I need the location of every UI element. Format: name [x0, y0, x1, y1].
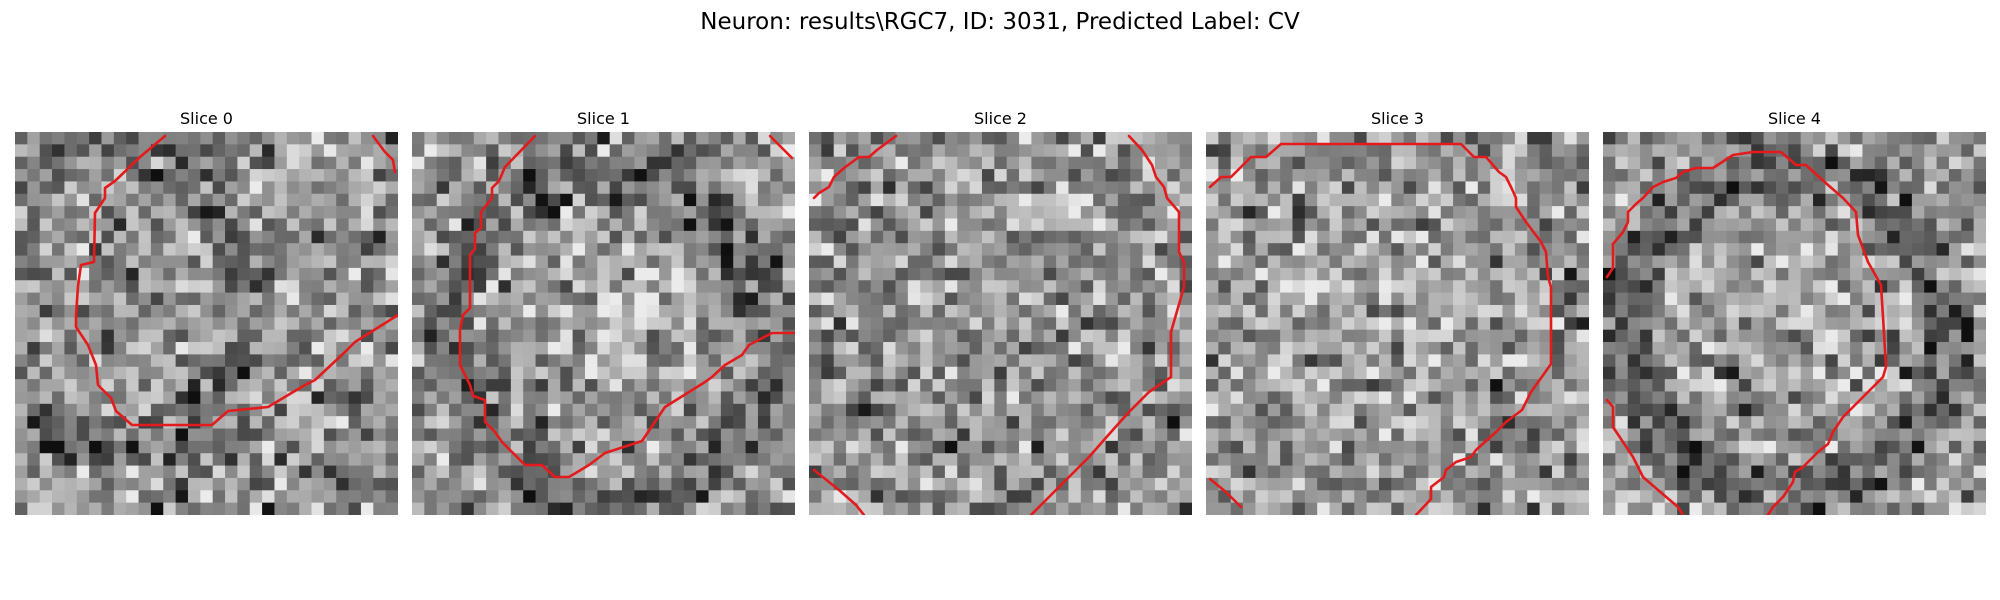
slice-title-1: Slice 1	[577, 109, 630, 128]
contour-line	[1605, 150, 1888, 515]
contour-line	[812, 468, 866, 515]
figure-title: Neuron: results\RGC7, ID: 3031, Predicte…	[700, 9, 1300, 35]
contour-line	[1208, 477, 1243, 509]
contour-line	[1605, 398, 1685, 515]
slice-image-3	[1206, 132, 1589, 515]
slice-panel-4: Slice 4	[1603, 106, 1986, 515]
slice-image-2	[809, 132, 1192, 515]
slice-title-4: Slice 4	[1768, 109, 1821, 128]
contour-line	[371, 134, 397, 174]
contour-line	[812, 134, 898, 200]
slice-panel-3: Slice 3	[1206, 106, 1589, 515]
contour-line	[1029, 134, 1186, 515]
contour-line	[768, 134, 794, 160]
slice-panel-1: Slice 1	[412, 106, 795, 515]
contour-line	[458, 134, 795, 479]
contour-line	[74, 134, 398, 427]
slice-image-4	[1603, 132, 1986, 515]
slice-image-0	[15, 132, 398, 515]
slice-image-1	[412, 132, 795, 515]
slice-panel-0: Slice 0	[15, 106, 398, 515]
slice-panel-2: Slice 2	[809, 106, 1192, 515]
slice-title-0: Slice 0	[180, 109, 233, 128]
contour-line	[1208, 142, 1553, 515]
slice-title-3: Slice 3	[1371, 109, 1424, 128]
slice-title-2: Slice 2	[974, 109, 1027, 128]
